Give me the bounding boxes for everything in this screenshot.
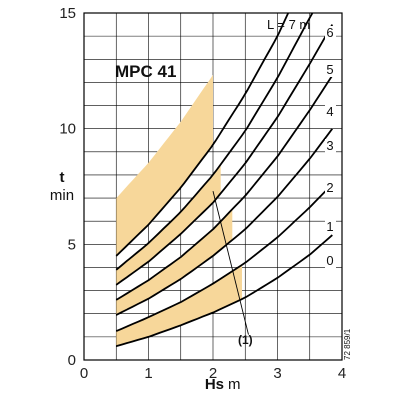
curve-label-5: 5 — [326, 62, 333, 77]
curve-label-0: 0 — [326, 253, 333, 268]
series-line-6 — [115, 13, 290, 257]
legend-text: L = 7 m — [267, 17, 310, 32]
series-line-0 — [116, 234, 333, 347]
annotation-label: (1) — [238, 333, 253, 347]
series-line-5 — [115, 13, 314, 271]
series-line-3 — [115, 75, 334, 301]
annotation-leader-line — [212, 191, 249, 335]
y-axis-unit: min — [50, 187, 74, 204]
x-tick-label: 1 — [144, 365, 152, 382]
curve-label-3: 3 — [326, 138, 333, 153]
x-tick-label: 3 — [273, 365, 281, 382]
y-tick-label: 5 — [68, 236, 76, 253]
series-line-2 — [115, 128, 334, 316]
curve-label-bg — [325, 220, 336, 234]
plot-border — [83, 12, 343, 361]
x-tick-label: 0 — [80, 365, 88, 382]
chart-title: MPC 41 — [115, 62, 176, 81]
series-line-1 — [115, 183, 333, 332]
curve-label-bg — [325, 181, 336, 195]
curve-label-6: 6 — [326, 25, 333, 40]
y-tick-label: 10 — [59, 121, 76, 138]
y-tick-label: 15 — [59, 5, 76, 22]
y-tick-label: 0 — [68, 352, 76, 369]
x-tick-label: 2 — [209, 365, 217, 382]
curve-label-bg — [325, 105, 336, 119]
curve-label-bg — [325, 26, 336, 40]
series-line-4 — [115, 24, 334, 286]
curve-labels: 0 1 2 3 4 5 6 — [325, 25, 336, 268]
curve-label-bg — [325, 63, 336, 77]
x-axis-unit: m — [228, 376, 241, 393]
plot-frame — [83, 12, 343, 361]
y-axis-label: t — [60, 169, 65, 186]
curve-label-1: 1 — [326, 219, 333, 234]
curve-label-bg — [325, 254, 336, 268]
shaded-band — [116, 74, 213, 256]
series-lines — [115, 13, 334, 347]
x-tick-label: 4 — [338, 365, 346, 382]
curve-label-2: 2 — [326, 180, 333, 195]
x-axis-label: Hs — [205, 376, 224, 393]
curve-label-4: 4 — [326, 104, 333, 119]
figure-code: 72 859/1 — [343, 328, 352, 360]
curve-label-bg — [325, 139, 336, 153]
